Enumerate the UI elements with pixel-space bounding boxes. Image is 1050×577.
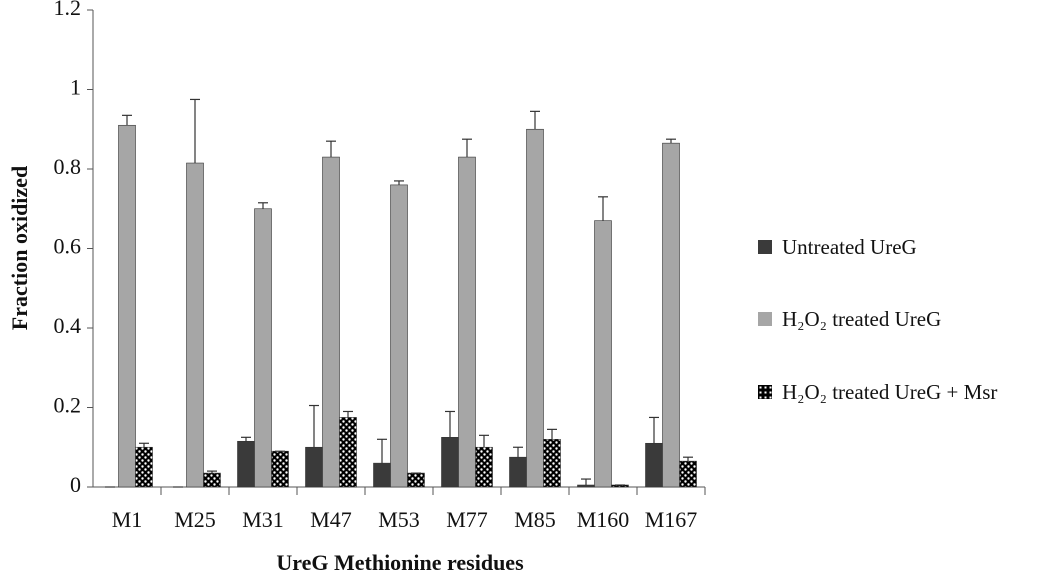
legend-label: H₂O₂ treated UreG — [782, 307, 942, 331]
error-bar — [139, 442, 149, 448]
bar — [339, 417, 357, 488]
error-bar — [479, 434, 489, 448]
error-bar — [122, 114, 132, 126]
bar — [237, 440, 255, 488]
bar — [135, 446, 153, 488]
x-tick-label: M1 — [112, 507, 143, 532]
error-bar — [649, 416, 659, 444]
error-bar — [513, 446, 523, 458]
x-tick-label: M167 — [645, 507, 698, 532]
error-bar — [598, 196, 608, 221]
legend-item: H₂O₂ treated UreG — [758, 306, 1048, 332]
error-bar — [666, 138, 676, 144]
x-tick-label: M47 — [310, 507, 352, 532]
error-bar — [394, 180, 404, 185]
error-bar — [462, 138, 472, 158]
error-bar — [547, 428, 557, 440]
error-bar — [343, 410, 353, 418]
y-tick-label: 0.6 — [54, 234, 82, 259]
error-bar — [258, 202, 268, 209]
error-bar — [241, 436, 251, 442]
bar — [118, 124, 136, 488]
y-tick-label: 0 — [70, 472, 81, 497]
x-tick-label: M31 — [242, 507, 284, 532]
bar — [254, 208, 272, 488]
x-tick-label: M53 — [378, 507, 420, 532]
error-bar — [530, 110, 540, 130]
error-bar — [190, 98, 200, 164]
error-bar — [207, 470, 217, 474]
x-tick-label: M25 — [174, 507, 216, 532]
bar — [305, 446, 323, 488]
bar — [373, 462, 391, 488]
bar — [577, 484, 595, 488]
bar — [645, 442, 663, 488]
legend-swatch — [758, 385, 772, 399]
y-tick-label: 0.8 — [54, 154, 82, 179]
bar — [594, 220, 612, 488]
legend-label: Untreated UreG — [782, 235, 917, 259]
bar — [390, 184, 408, 488]
legend-item: Untreated UreG — [758, 234, 1048, 260]
y-tick-label: 0.4 — [54, 313, 82, 338]
legend-swatch — [758, 312, 772, 326]
bar — [441, 437, 459, 488]
bar — [203, 472, 221, 488]
bar — [186, 162, 204, 488]
bar — [543, 438, 561, 488]
x-tick-label: M85 — [514, 507, 556, 532]
bar — [679, 460, 697, 488]
x-axis-title: UreG Methionine residues — [276, 550, 524, 575]
error-bar — [377, 438, 387, 464]
bar — [458, 156, 476, 488]
legend-swatch — [758, 240, 772, 254]
legend-label: H₂O₂ treated UreG + Msr — [782, 380, 998, 404]
y-tick-label: 1 — [70, 75, 81, 100]
bar — [322, 156, 340, 488]
y-tick-label: 0.2 — [54, 393, 82, 418]
bar — [475, 446, 493, 488]
error-bar — [683, 456, 693, 462]
error-bar — [326, 140, 336, 158]
error-bar — [309, 404, 319, 448]
bar — [526, 128, 544, 488]
y-tick-label: 1.2 — [54, 0, 82, 20]
y-axis-title: Fraction oxidized — [7, 166, 32, 330]
bar — [271, 450, 289, 488]
error-bar — [581, 478, 591, 486]
bar — [662, 142, 680, 488]
bar — [509, 456, 527, 488]
x-tick-label: M160 — [577, 507, 630, 532]
error-bar — [445, 410, 455, 438]
bar — [407, 472, 425, 488]
legend-item: H₂O₂ treated UreG + Msr — [758, 379, 1048, 405]
x-tick-label: M77 — [446, 507, 488, 532]
